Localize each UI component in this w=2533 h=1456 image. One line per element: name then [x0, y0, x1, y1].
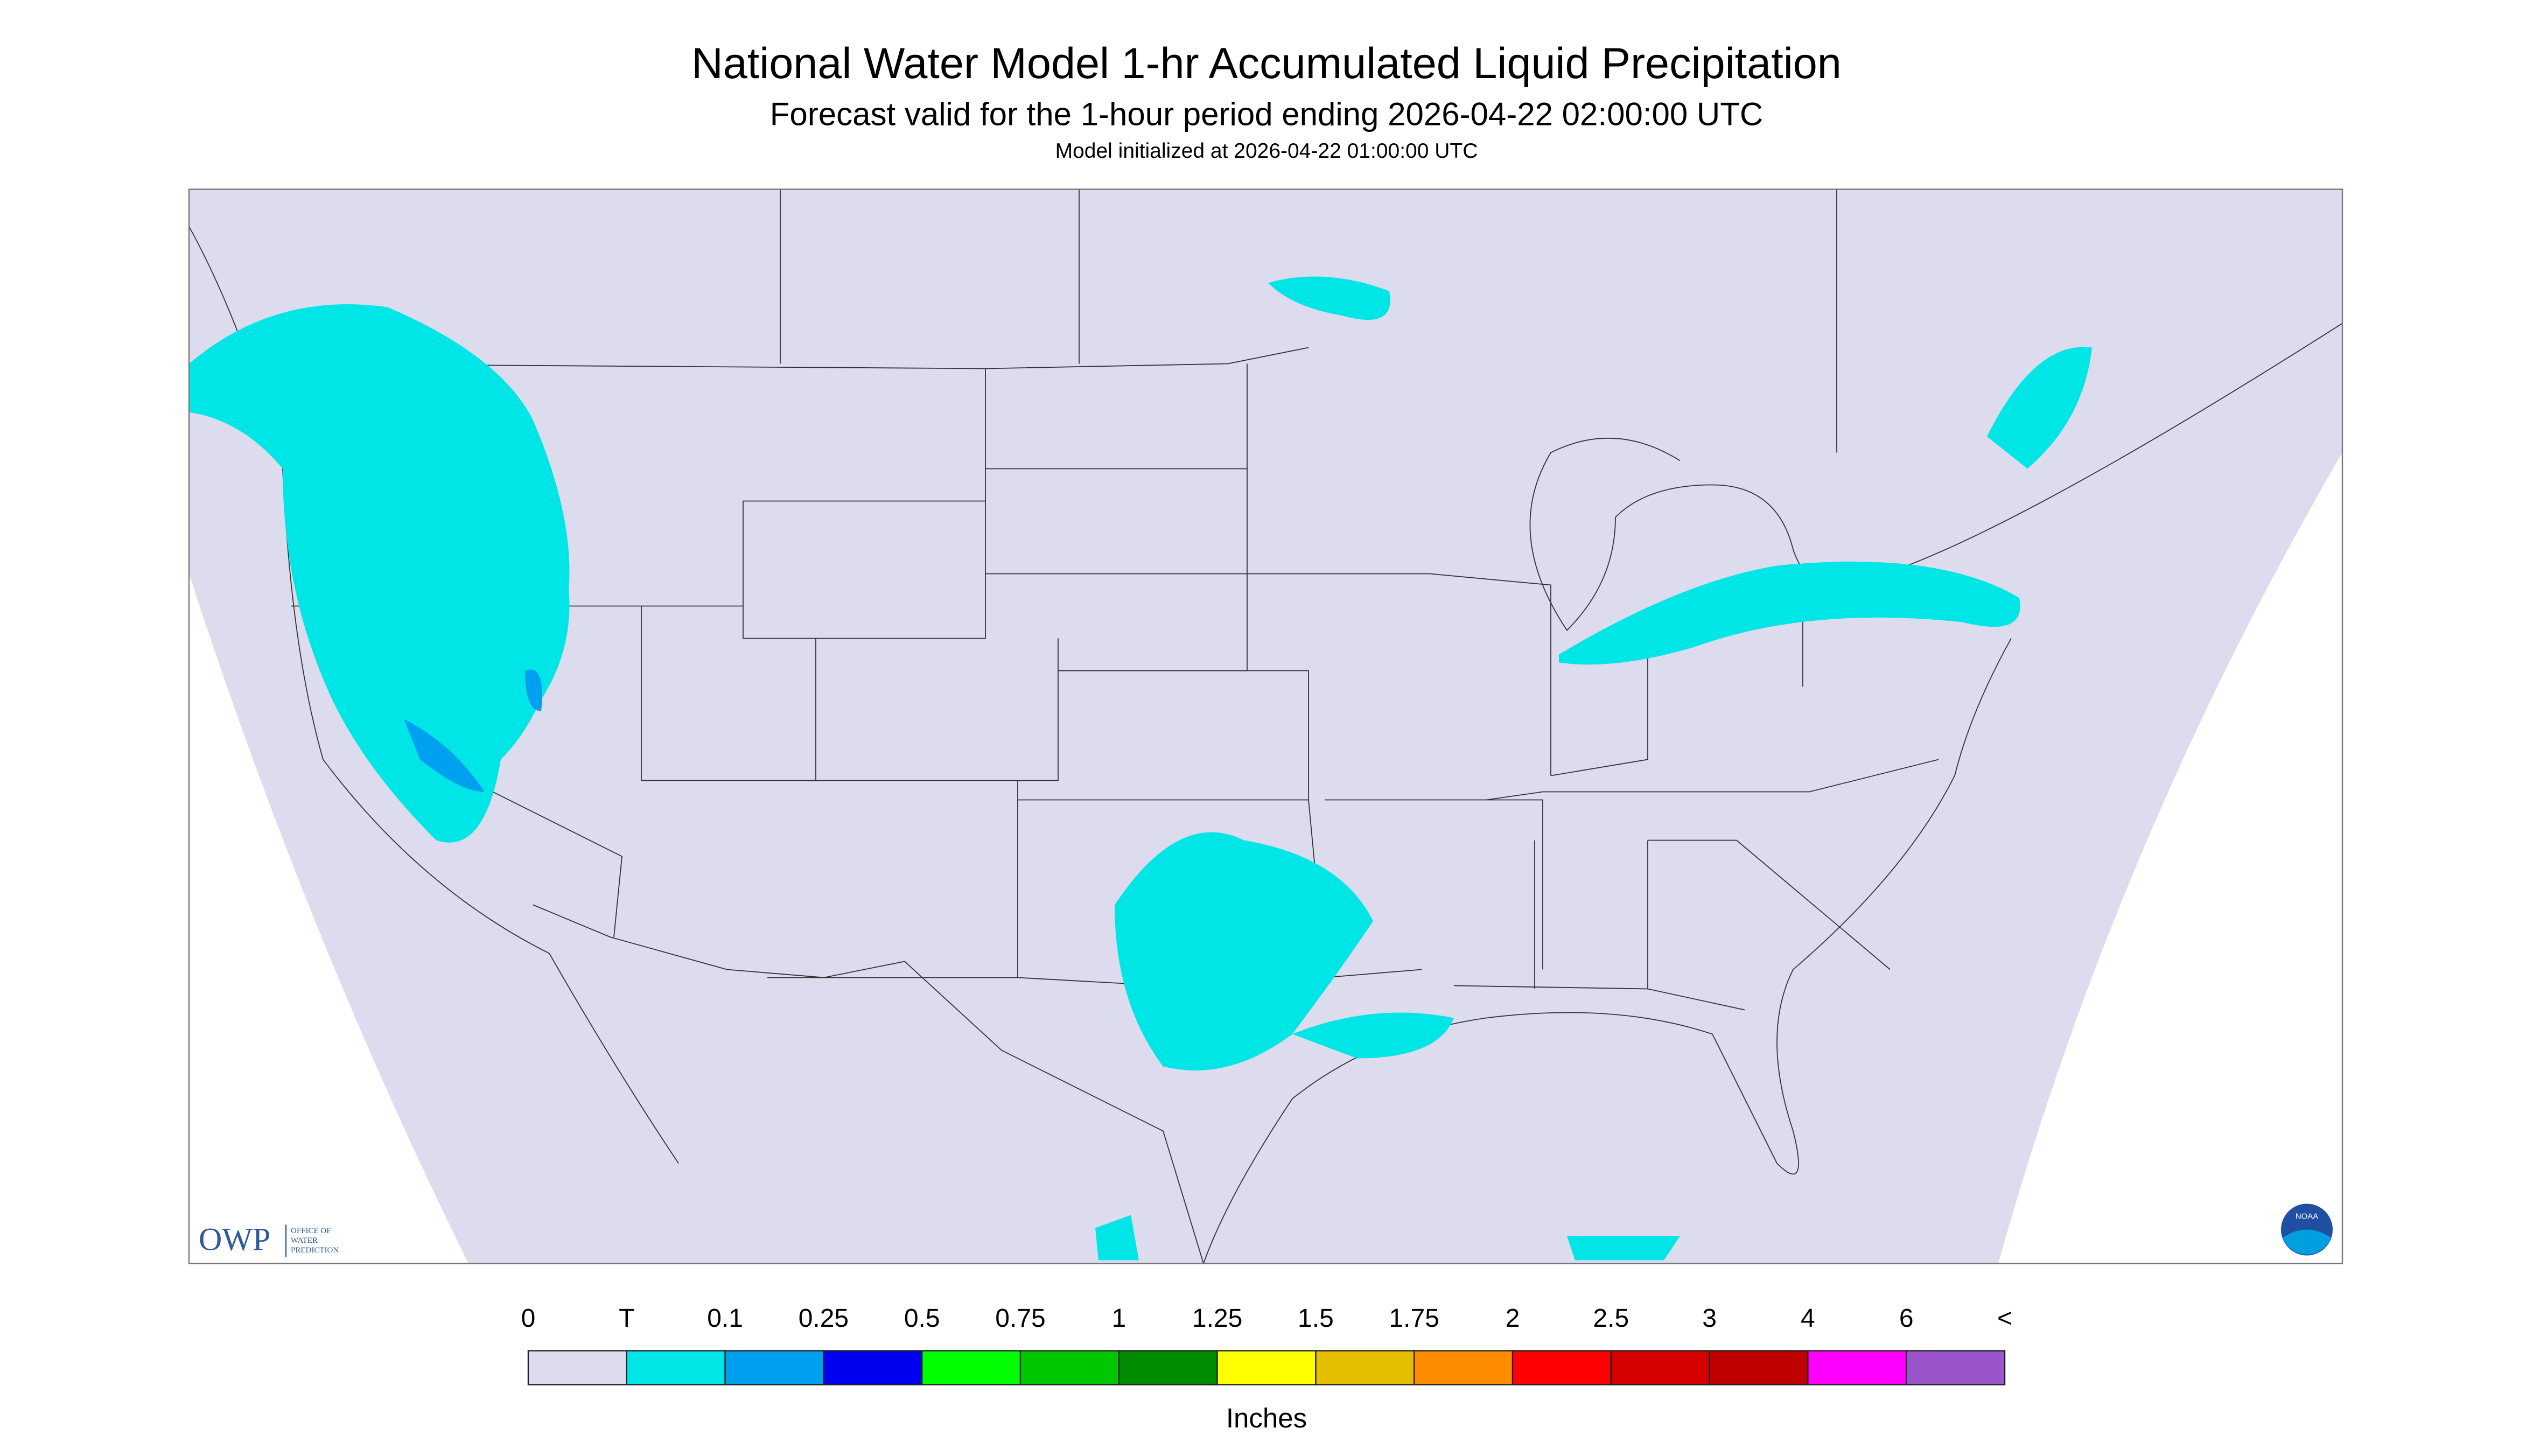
legend-swatch: [626, 1350, 726, 1385]
legend-swatch: [1216, 1350, 1317, 1385]
legend-label: 3: [1702, 1304, 1717, 1333]
legend-label: 1.25: [1192, 1304, 1242, 1333]
legend-swatch: [1709, 1350, 1809, 1385]
precip-areas: [189, 276, 2092, 1261]
projection-area: [189, 189, 2342, 1264]
noaa-text: NOAA: [2296, 1212, 2319, 1221]
legend-label: 0.1: [707, 1304, 743, 1333]
legend-swatch: [1807, 1350, 1907, 1385]
legend-swatch: [724, 1350, 824, 1385]
legend-label: <: [1997, 1304, 2012, 1333]
map-frame: [188, 188, 2343, 1264]
legend-swatch: [527, 1350, 628, 1385]
legend-label: 0: [521, 1304, 536, 1333]
init-note: Model initialized at 2026-04-22 01:00:00…: [1055, 139, 1478, 163]
legend-swatch: [1610, 1350, 1710, 1385]
legend-label: 0.25: [799, 1304, 849, 1333]
legend-label: T: [619, 1304, 634, 1333]
subtitle: Forecast valid for the 1-hour period end…: [770, 96, 1763, 132]
title: National Water Model 1-hr Accumulated Li…: [691, 39, 1842, 88]
legend-swatch: [1512, 1350, 1612, 1385]
legend-label: 2.5: [1593, 1304, 1629, 1333]
legend-label: 1.75: [1389, 1304, 1439, 1333]
owp-line: PREDICTION: [291, 1246, 339, 1255]
legend-swatch: [1414, 1350, 1514, 1385]
legend-unit: Inches: [1226, 1403, 1307, 1433]
legend-label: 4: [1801, 1304, 1815, 1333]
legend-swatch: [1905, 1350, 2006, 1385]
legend-swatch: [1118, 1350, 1218, 1385]
legend-swatch: [1315, 1350, 1415, 1385]
owp-line: WATER: [291, 1236, 318, 1245]
owp-text: OWP: [199, 1221, 270, 1257]
legend-swatch: [921, 1350, 1021, 1385]
legend: 0 T 0.1 0.25 0.5 0.75 1 1.25 1.5 1.75 2 2.5 3 4 6 <: [521, 1304, 2012, 1385]
legend-label: 1.5: [1298, 1304, 1334, 1333]
legend-label: 0.75: [995, 1304, 1045, 1333]
legend-label: 6: [1899, 1304, 1914, 1333]
legend-label: 0.5: [904, 1304, 940, 1333]
legend-label: 1: [1111, 1304, 1126, 1333]
noaa-logo: NOAA: [2281, 1203, 2333, 1256]
owp-line: OFFICE OF: [291, 1227, 331, 1235]
legend-swatch: [1019, 1350, 1120, 1385]
legend-swatch: [823, 1350, 923, 1385]
noaa-wave: [2283, 1229, 2331, 1255]
owp-logo: OWP OFFICE OF WATER PREDICTION: [199, 1221, 339, 1257]
legend-label: 2: [1506, 1304, 1520, 1333]
map: OWP OFFICE OF WATER PREDICTION NOAA: [188, 188, 2343, 1264]
